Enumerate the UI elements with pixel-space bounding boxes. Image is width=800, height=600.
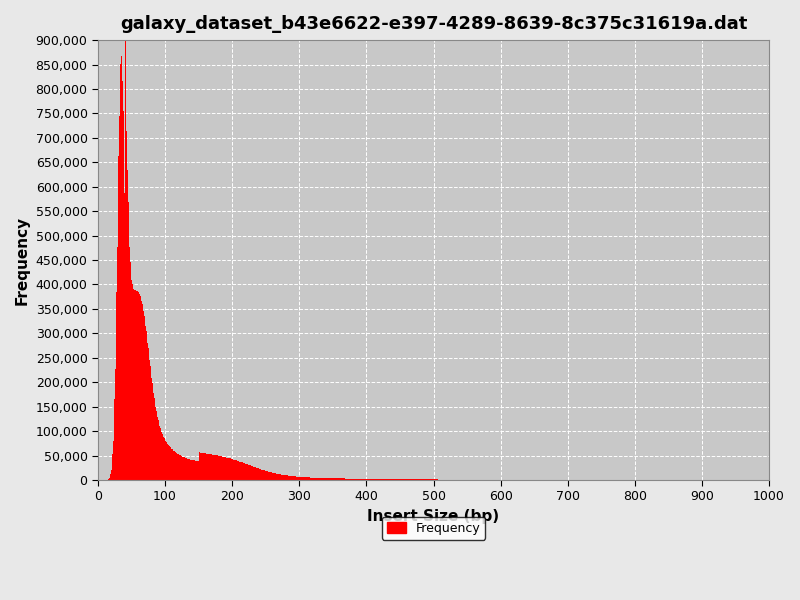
Y-axis label: Frequency: Frequency bbox=[15, 215, 30, 305]
Title: galaxy_dataset_b43e6622-e397-4289-8639-8c375c31619a.dat: galaxy_dataset_b43e6622-e397-4289-8639-8… bbox=[120, 15, 747, 33]
X-axis label: Insert Size (bp): Insert Size (bp) bbox=[367, 509, 499, 524]
Legend: Frequency: Frequency bbox=[382, 517, 486, 539]
